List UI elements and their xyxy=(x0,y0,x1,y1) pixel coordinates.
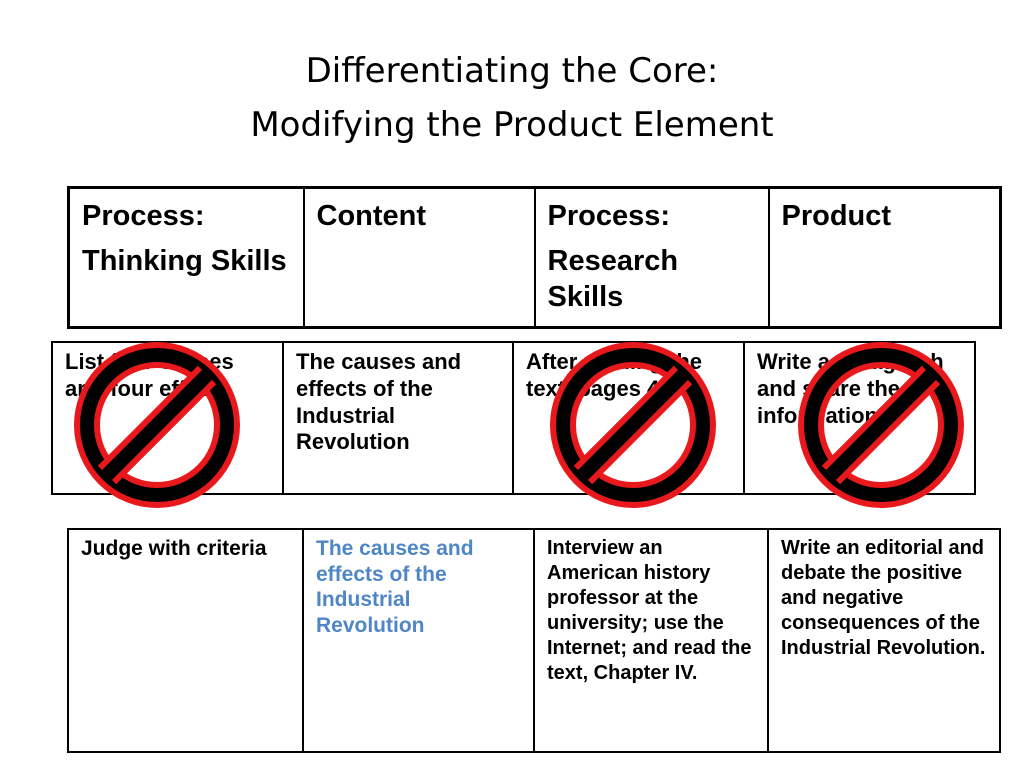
slide-title-line2: Modifying the Product Element xyxy=(250,105,774,145)
header-cell-thinking: Process: Thinking Skills xyxy=(67,186,305,329)
header-label: Product xyxy=(781,200,892,232)
header-label: Content xyxy=(316,200,427,232)
header-label: Process: xyxy=(82,200,205,232)
header-cell-product: Product xyxy=(767,186,1002,329)
modified-cell-product: Write an editorial and debate the positi… xyxy=(767,528,1001,753)
modified-table: Judge with criteria The causes and effec… xyxy=(67,528,1001,753)
prohibition-icon xyxy=(550,342,716,508)
modified-cell-thinking: Judge with criteria xyxy=(67,528,304,753)
header-cell-research: Process: Research Skills xyxy=(533,186,770,329)
crossed-cell: The causes and effects of the Industrial… xyxy=(282,341,514,495)
header-label: Process: xyxy=(547,200,671,232)
modified-cell-content: The causes and effects of the Industrial… xyxy=(302,528,535,753)
header-cell-content: Content xyxy=(302,186,536,329)
slide-title: Differentiating the Core: Modifying the … xyxy=(0,44,1024,152)
header-label: Research Skills xyxy=(547,245,679,313)
header-row: Process: Thinking Skills Content Process… xyxy=(67,186,1002,329)
slide-title-line1: Differentiating the Core: xyxy=(305,51,719,91)
header-table: Process: Thinking Skills Content Process… xyxy=(67,186,1002,329)
modified-cell-research: Interview an American history professor … xyxy=(533,528,769,753)
modified-row: Judge with criteria The causes and effec… xyxy=(67,528,1001,753)
header-label: Thinking Skills xyxy=(82,245,287,278)
prohibition-icon xyxy=(798,342,964,508)
prohibition-icon xyxy=(74,342,240,508)
